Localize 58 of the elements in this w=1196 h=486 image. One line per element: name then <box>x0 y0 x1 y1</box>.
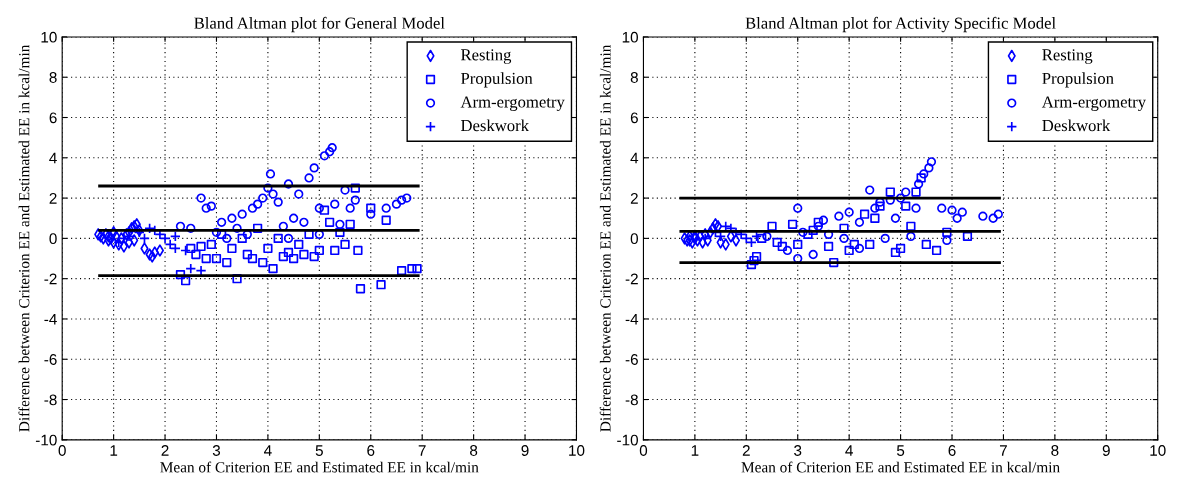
x-tick-label: 6 <box>948 445 956 456</box>
x-tick-label: 6 <box>367 445 375 456</box>
x-tick-label: 8 <box>1051 445 1059 456</box>
y-tick-label: 10 <box>41 31 57 43</box>
y-tick-label: -6 <box>625 354 638 365</box>
y-tick-label: 10 <box>622 31 638 43</box>
y-tick-label: -8 <box>625 394 638 406</box>
legend-label: Resting <box>1042 49 1093 64</box>
y-tick-label: 4 <box>49 152 57 164</box>
legend-label: Deskwork <box>460 119 530 132</box>
x-tick-label: 7 <box>418 445 426 456</box>
y-tick-label: 2 <box>630 192 638 204</box>
x-tick-label: 4 <box>845 445 853 456</box>
x-tick-label: 5 <box>896 445 905 456</box>
y-tick-label: -8 <box>44 394 57 406</box>
x-tick-label: 3 <box>794 445 802 456</box>
y-tick-label: 0 <box>49 233 57 245</box>
x-tick-label: 0 <box>639 445 648 456</box>
y-tick-label: 8 <box>49 72 57 83</box>
x-axis-title: Mean of Criterion EE and Estimated EE in kcal/min <box>160 461 479 473</box>
chart-title: Bland Altman plot for General Model <box>194 16 445 33</box>
x-tick-label: 5 <box>315 445 323 456</box>
legend-label: Propulsion <box>1042 72 1114 88</box>
y-tick-label: -6 <box>44 354 57 365</box>
legend-label: Deskwork <box>1042 119 1111 132</box>
x-tick-label: 9 <box>521 445 529 456</box>
x-tick-label: 10 <box>569 445 585 456</box>
x-tick-label: 9 <box>1102 445 1110 456</box>
legend-label: Arm-ergometry <box>1041 96 1146 112</box>
y-tick-label: -2 <box>44 273 57 285</box>
x-tick-label: 1 <box>110 445 118 456</box>
x-tick-label: 7 <box>999 445 1007 456</box>
x-axis-title: Mean of Criterion EE and Estimated EE in kcal/min <box>741 461 1060 473</box>
y-tick-label: -10 <box>617 434 638 446</box>
y-tick-label: -10 <box>35 434 57 446</box>
x-tick-label: 2 <box>742 445 750 456</box>
x-tick-label: 8 <box>470 445 478 456</box>
x-tick-label: 1 <box>691 445 699 456</box>
legend-label: Propulsion <box>460 72 533 88</box>
y-tick-label: 6 <box>630 112 638 124</box>
y-tick-label: 4 <box>630 152 639 164</box>
legend-label: Arm-ergometry <box>460 96 565 112</box>
y-tick-label: 0 <box>630 233 638 245</box>
x-tick-label: 0 <box>58 445 66 456</box>
x-tick-label: 4 <box>264 445 272 456</box>
x-tick-label: 2 <box>161 445 169 456</box>
y-tick-label: -4 <box>625 313 639 325</box>
y-tick-label: -4 <box>44 313 57 325</box>
y-tick-label: -2 <box>625 273 638 285</box>
chart-title: Bland Altman plot for Activity Specific Model <box>745 16 1056 33</box>
y-axis-title: Difference between Criterion EE and Estimated EE in kcal/min <box>599 44 611 432</box>
x-tick-label: 3 <box>212 445 221 456</box>
y-axis-title: Difference between Criterion EE and Estimated EE in kcal/min <box>18 44 30 432</box>
y-tick-label: 6 <box>49 112 57 124</box>
y-tick-label: 8 <box>630 72 638 83</box>
x-tick-label: 10 <box>1150 445 1166 456</box>
y-tick-label: 2 <box>49 192 57 204</box>
legend-label: Resting <box>460 49 512 64</box>
